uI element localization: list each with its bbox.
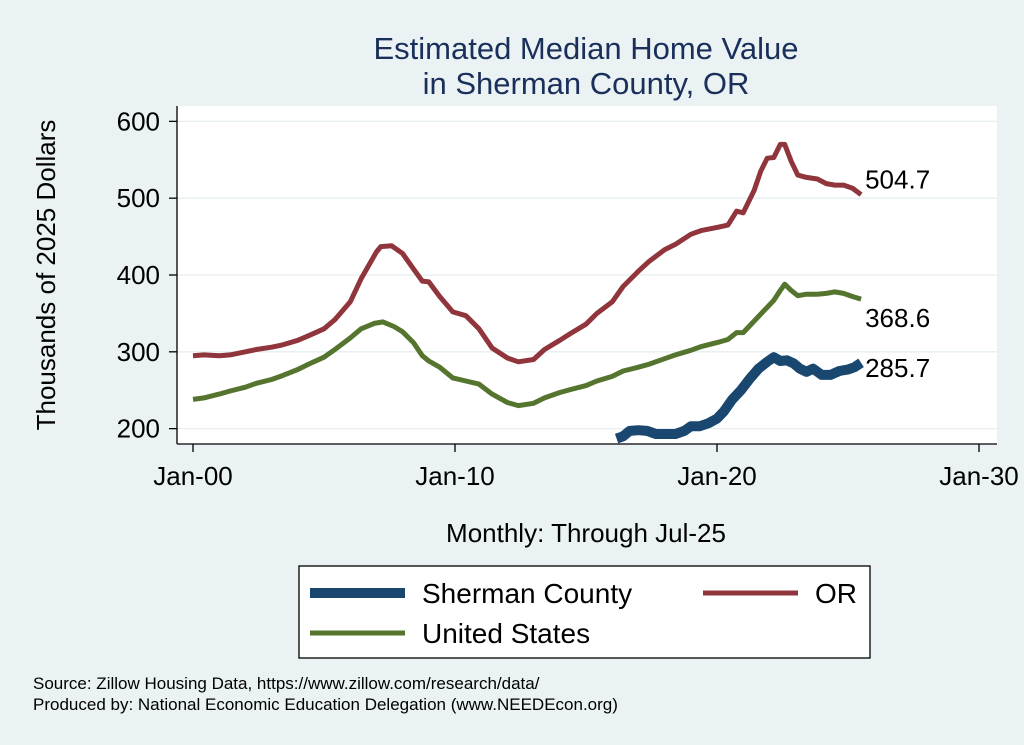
y-tick-label-500: 500: [117, 183, 160, 213]
legend: Sherman County OR United States: [298, 565, 871, 659]
y-tick-label-200: 200: [117, 414, 160, 444]
gridlines: [177, 120, 997, 430]
y-tick-label-600: 600: [117, 106, 160, 136]
source-note: Source: Zillow Housing Data, https://www…: [33, 674, 540, 693]
series-lines: [192, 141, 864, 444]
producer-note: Produced by: National Economic Education…: [33, 695, 618, 714]
chart-title-line-2: in Sherman County, OR: [423, 66, 750, 101]
y-tick-label-300: 300: [117, 337, 160, 367]
end-labels: 504.7 368.6 285.7: [865, 165, 930, 383]
end-label-united-states: 368.6: [865, 303, 930, 333]
x-tick-label-Jan-00: Jan-00: [153, 461, 233, 491]
legend-box: [298, 565, 871, 659]
x-axis-ticks: Jan-00 Jan-10 Jan-20 Jan-30: [153, 444, 1019, 491]
chart-title-line-1: Estimated Median Home Value: [373, 31, 798, 66]
series-line-or: [192, 141, 863, 365]
series-line-sherman-county: [614, 352, 864, 444]
x-tick-label-Jan-30: Jan-30: [939, 461, 1019, 491]
end-label-or: 504.7: [865, 165, 930, 195]
x-tick-label-Jan-20: Jan-20: [677, 461, 757, 491]
legend-label-sherman-county: Sherman County: [422, 578, 632, 609]
y-tick-label-400: 400: [117, 260, 160, 290]
legend-label-united-states: United States: [422, 618, 590, 649]
series-line-united-states: [192, 281, 862, 409]
legend-label-or: OR: [815, 578, 857, 609]
x-axis-title: Monthly: Through Jul-25: [446, 518, 726, 548]
end-label-sherman-county: 285.7: [865, 353, 930, 383]
y-axis-ticks: 200 300 400 500 600: [117, 106, 177, 444]
y-axis-title: Thousands of 2025 Dollars: [31, 120, 61, 431]
x-tick-label-Jan-10: Jan-10: [415, 461, 495, 491]
